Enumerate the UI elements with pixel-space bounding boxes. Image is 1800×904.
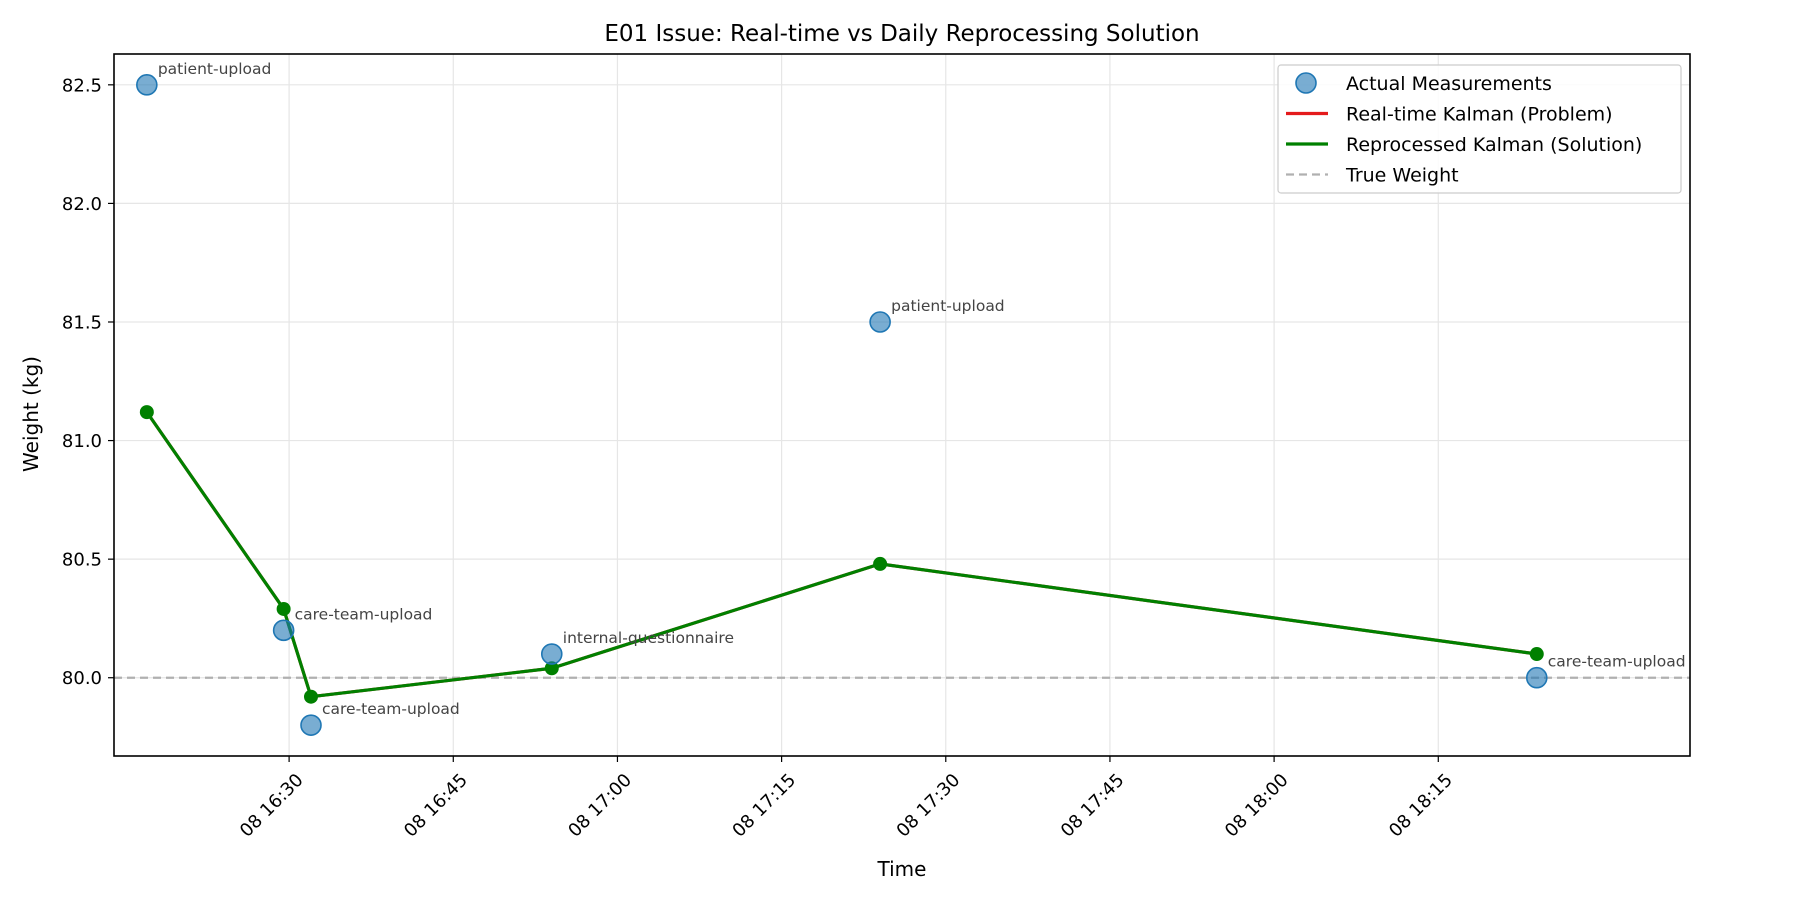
legend: Actual Measurements Real-time Kalman (Pro… bbox=[1277, 64, 1682, 194]
plot-area-frame bbox=[113, 53, 1691, 757]
measurement-point bbox=[136, 74, 158, 96]
reprocessed-kalman-point bbox=[139, 405, 154, 420]
legend-label: Real-time Kalman (Problem) bbox=[1346, 104, 1613, 126]
reprocessed-kalman-point bbox=[873, 556, 888, 571]
reprocessed-kalman-point bbox=[544, 661, 559, 676]
y-tick-label: 80.0 bbox=[62, 668, 102, 689]
point-annotation: care-team-upload bbox=[295, 605, 433, 623]
x-tick-label: 08 17:30 bbox=[893, 770, 965, 842]
x-axis-ticks: 08 16:30 08 16:45 08 17:00 08 17:15 08 17:30… bbox=[236, 756, 1457, 842]
point-annotation: patient-upload bbox=[158, 60, 272, 78]
measurement-point bbox=[1525, 666, 1548, 689]
reprocessed-kalman-point bbox=[1529, 647, 1544, 662]
x-tick-label: 08 16:45 bbox=[400, 770, 472, 842]
x-tick-label: 08 18:00 bbox=[1221, 770, 1293, 842]
point-annotation: care-team-upload bbox=[1548, 653, 1686, 671]
measurement-points bbox=[136, 74, 1548, 736]
legend-frame bbox=[1277, 64, 1682, 194]
y-tick-label: 82.0 bbox=[62, 194, 102, 215]
point-annotation: care-team-upload bbox=[322, 700, 460, 718]
point-annotations: patient-upload care-team-upload care-team-… bbox=[158, 60, 1686, 718]
reprocessed-kalman-solution-line bbox=[145, 411, 1537, 699]
x-tick-label: 08 16:30 bbox=[236, 770, 308, 842]
y-tick-label: 82.5 bbox=[62, 75, 102, 96]
point-annotation: patient-upload bbox=[891, 297, 1005, 315]
kalman-lines bbox=[139, 405, 1544, 704]
point-annotation: internal-questionnaire bbox=[563, 629, 734, 647]
y-tick-label: 80.5 bbox=[62, 550, 102, 571]
y-axis-ticks: 80.0 80.5 81.0 81.5 82.0 82.5 bbox=[62, 75, 114, 689]
legend-label: True Weight bbox=[1345, 165, 1459, 187]
legend-label: Reprocessed Kalman (Solution) bbox=[1346, 134, 1642, 156]
x-tick-label: 08 18:15 bbox=[1385, 770, 1457, 842]
chart-title: E01 Issue: Real-time vs Daily Reprocessi… bbox=[604, 21, 1199, 47]
reprocessed-kalman-point bbox=[276, 601, 291, 616]
real-time-kalman-problem-line bbox=[145, 411, 1537, 699]
measurement-point bbox=[300, 714, 322, 736]
y-tick-label: 81.5 bbox=[62, 312, 102, 333]
y-tick-label: 81.0 bbox=[62, 431, 102, 452]
reprocessed-kalman-point bbox=[304, 689, 318, 704]
measurement-point bbox=[540, 643, 563, 665]
legend-label: Actual Measurements bbox=[1346, 73, 1552, 95]
legend-marker bbox=[1295, 72, 1317, 94]
x-tick-label: 08 17:45 bbox=[1057, 770, 1129, 842]
x-tick-label: 08 17:15 bbox=[728, 770, 800, 842]
measurement-point bbox=[869, 311, 891, 333]
x-tick-label: 08 17:00 bbox=[564, 770, 636, 842]
measurement-point bbox=[272, 619, 295, 642]
y-axis-label: Weight (kg) bbox=[19, 356, 43, 472]
x-axis-label: Time bbox=[877, 857, 927, 881]
